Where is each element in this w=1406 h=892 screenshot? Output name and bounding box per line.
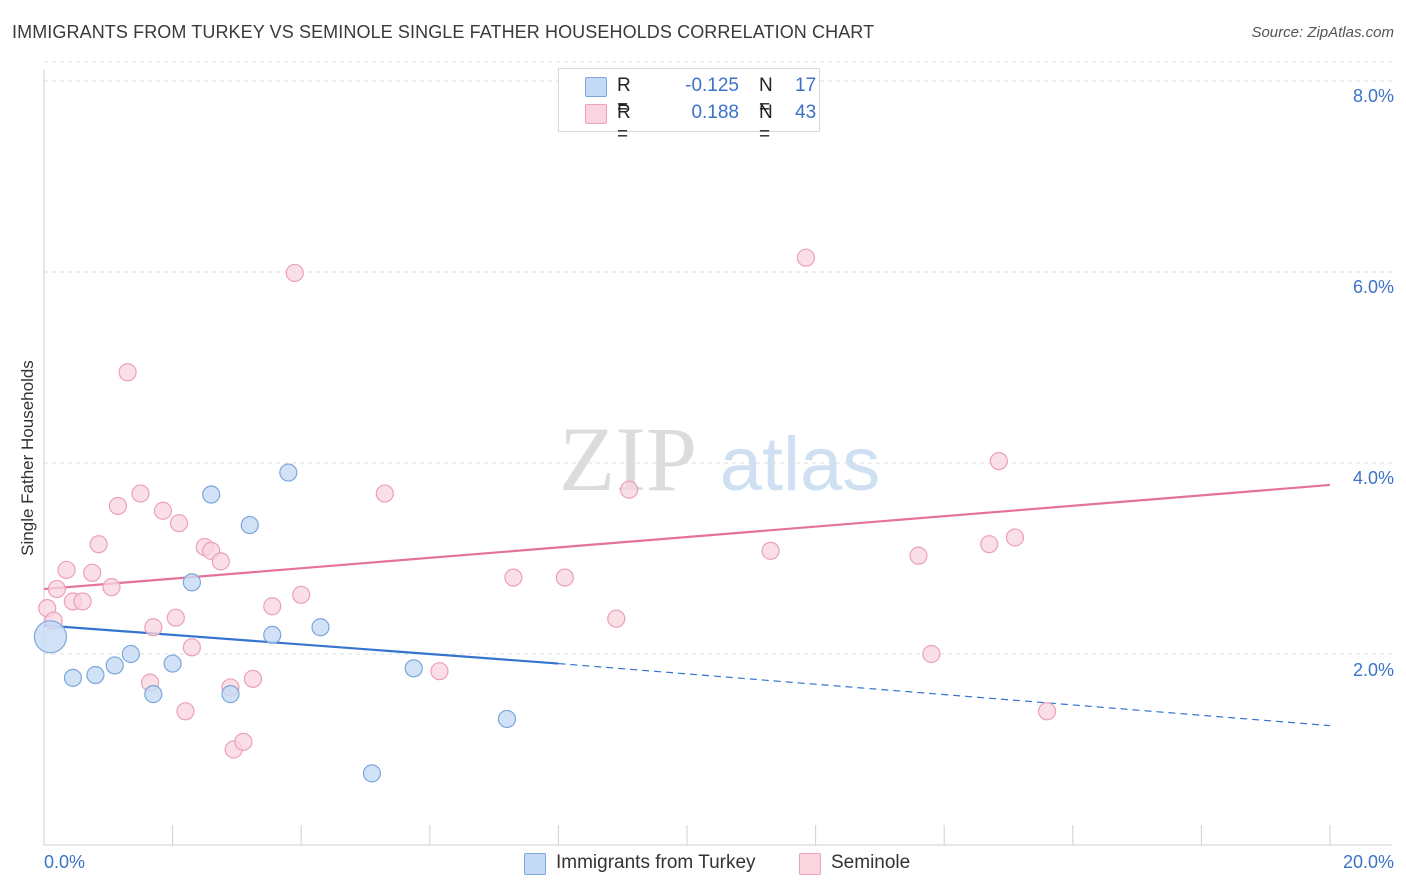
legend-r-value: -0.125 <box>685 75 739 96</box>
legend-n-value: 17 <box>795 75 817 96</box>
point-turkey <box>311 618 330 637</box>
point-seminole <box>980 535 999 554</box>
trend-lines <box>43 483 1331 727</box>
point-seminole <box>430 662 449 681</box>
point-turkey <box>404 659 423 678</box>
watermark-atlas: atlas <box>720 422 881 507</box>
x-tick-label-max: 20.0% <box>1342 852 1394 872</box>
point-seminole <box>47 579 66 599</box>
legend-swatch-seminole <box>585 104 607 124</box>
point-turkey <box>221 685 240 704</box>
point-seminole <box>89 535 108 554</box>
point-turkey <box>202 485 221 504</box>
point-turkey <box>144 685 163 704</box>
point-seminole <box>607 609 626 628</box>
point-turkey <box>163 654 182 673</box>
point-seminole <box>118 363 137 382</box>
y-tick-label-6: 6.0% <box>1352 277 1394 297</box>
point-turkey <box>240 515 259 535</box>
point-turkey <box>263 625 282 645</box>
point-seminole <box>108 496 128 516</box>
x-tick-label-min: 0.0% <box>44 852 86 872</box>
bottom-legend-label-turkey: Immigrants from Turkey <box>556 852 756 873</box>
watermark: ZIP atlas <box>559 408 880 510</box>
point-seminole <box>1005 528 1025 547</box>
bottom-legend-label-seminole: Seminole <box>831 852 911 873</box>
y-tick-label-2: 2.0% <box>1352 660 1394 680</box>
bottom-legend-swatch-turkey <box>524 853 546 875</box>
point-seminole <box>166 608 185 627</box>
point-seminole <box>169 514 189 533</box>
point-seminole <box>292 585 311 604</box>
legend-swatch-turkey <box>585 77 607 97</box>
point-seminole <box>243 669 263 688</box>
point-seminole <box>504 568 523 587</box>
legend-n-label: N = <box>759 75 773 118</box>
point-seminole <box>555 568 574 587</box>
point-seminole <box>131 484 150 503</box>
point-seminole <box>234 732 253 751</box>
source-label: Source: ZipAtlas.com <box>1251 24 1394 41</box>
point-seminole <box>73 592 92 611</box>
legend-r-label: R = <box>617 102 631 145</box>
point-seminole <box>182 638 201 657</box>
point-seminole <box>263 597 282 616</box>
point-seminole <box>57 560 76 580</box>
point-seminole <box>144 618 163 637</box>
point-seminole <box>1037 702 1057 721</box>
point-seminole <box>83 563 102 582</box>
point-seminole <box>285 263 304 283</box>
point-seminole <box>761 541 780 560</box>
trendline-turkey-extension <box>558 662 1331 727</box>
legend-n-label: N = <box>759 102 773 145</box>
legend-n-value: 43 <box>795 102 817 123</box>
data-points <box>33 248 1057 783</box>
point-seminole <box>102 578 121 597</box>
bottom-legend-swatch-seminole <box>799 853 821 875</box>
axes <box>43 70 1392 846</box>
legend-r-value: 0.188 <box>691 102 739 123</box>
point-turkey <box>362 764 382 783</box>
point-turkey <box>86 665 105 685</box>
point-seminole <box>620 480 639 499</box>
legend-r-label: R = <box>617 75 631 118</box>
point-seminole <box>909 546 928 565</box>
point-seminole <box>922 644 941 664</box>
point-seminole <box>176 702 195 721</box>
point-turkey <box>279 463 298 482</box>
correlation-legend: R = -0.125 N = 17 R = 0.188 N = 43 <box>558 68 820 145</box>
chart-title: IMMIGRANTS FROM TURKEY VS SEMINOLE SINGL… <box>12 22 875 42</box>
point-seminole <box>375 484 394 503</box>
point-turkey <box>121 644 140 664</box>
y-tick-label-8: 8.0% <box>1352 86 1394 106</box>
gridlines <box>44 61 1392 655</box>
point-seminole <box>796 248 816 267</box>
point-turkey <box>63 668 83 687</box>
point-turkey <box>497 709 517 729</box>
trendline-turkey <box>43 624 559 665</box>
point-turkey <box>182 573 201 592</box>
y-tick-label-4: 4.0% <box>1352 468 1394 488</box>
point-seminole <box>211 552 230 571</box>
point-turkey <box>105 656 124 675</box>
point-turkey <box>33 620 68 654</box>
trendline-seminole <box>43 483 1331 591</box>
point-seminole <box>989 451 1008 471</box>
point-seminole <box>153 501 173 520</box>
